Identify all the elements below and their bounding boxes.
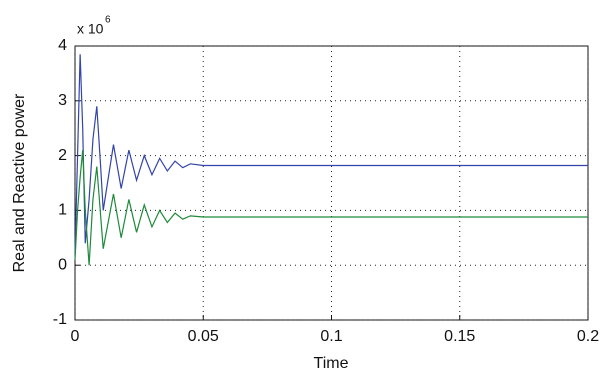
data-line <box>74 54 588 255</box>
data-line <box>74 150 588 266</box>
x-tick-label: 0.2 <box>577 328 599 345</box>
y-multiplier: x 10 <box>77 21 104 37</box>
y-tick-label: 1 <box>58 202 67 219</box>
y-tick-label: 4 <box>58 37 67 54</box>
y-axis-label: Real and Reactive power <box>11 93 28 272</box>
y-multiplier-exponent: 6 <box>105 15 111 26</box>
x-tick-label: 0.1 <box>320 328 342 345</box>
y-tick-label: 0 <box>58 256 67 273</box>
x-tick-label: 0 <box>71 328 80 345</box>
x-tick-label: 0.15 <box>444 328 475 345</box>
y-tick-label: 3 <box>58 92 67 109</box>
y-tick-label: -1 <box>53 311 67 328</box>
plot-area <box>74 45 589 321</box>
x-axis-label: Time <box>314 355 349 372</box>
y-tick-label: 2 <box>58 147 67 164</box>
x-tick-label: 0.05 <box>188 328 219 345</box>
